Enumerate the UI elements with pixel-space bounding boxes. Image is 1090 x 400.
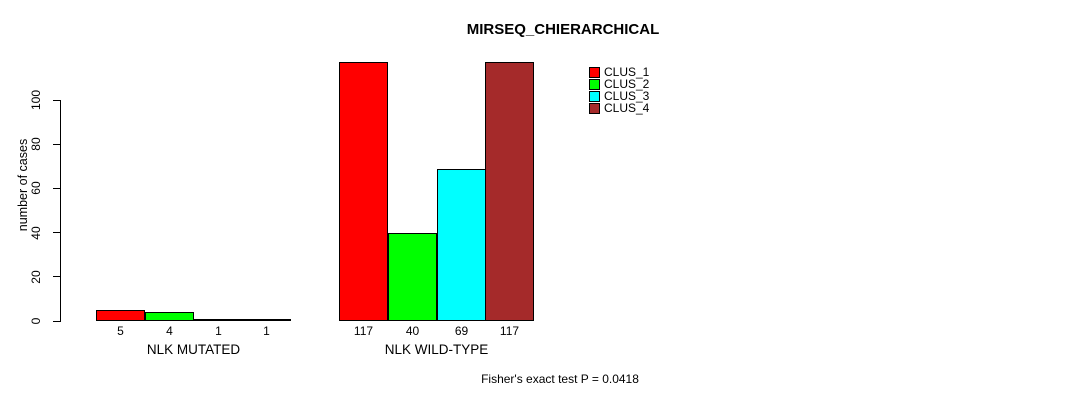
y-tick-label: 100 (29, 89, 43, 111)
bar-value-label: 117 (499, 324, 520, 338)
legend-label: CLUS_3 (604, 89, 650, 103)
legend: CLUS_1 CLUS_2 CLUS_3 CLUS_4 (589, 66, 649, 114)
legend-swatch-clus_1 (589, 66, 600, 78)
bar-clus_1 (339, 62, 388, 321)
chart-title: MIRSEQ_CHIERARCHICAL (466, 21, 660, 38)
bar-clus_2 (388, 233, 437, 321)
bar-clus_3 (194, 319, 243, 321)
bar-clus_4 (485, 62, 534, 321)
x-category-label: NLK MUTATED (146, 342, 241, 357)
bar-clus_1 (96, 310, 145, 321)
legend-row: CLUS_4 (589, 102, 649, 114)
legend-row: CLUS_1 (589, 66, 649, 78)
y-tick-label: 0 (29, 317, 43, 325)
legend-swatch-clus_2 (589, 78, 600, 90)
y-tick (53, 320, 61, 322)
legend-swatch-clus_3 (589, 90, 600, 102)
legend-swatch-clus_4 (589, 102, 600, 114)
legend-label: CLUS_1 (604, 65, 650, 79)
y-tick-label: 40 (29, 225, 43, 240)
y-tick (53, 143, 61, 145)
bar-value-label: 117 (353, 324, 374, 338)
bar-clus_2 (145, 312, 194, 321)
annotation-text: Fisher's exact test P = 0.0418 (481, 372, 639, 386)
bar-value-label: 69 (454, 324, 469, 338)
bar-value-label: 5 (117, 324, 124, 338)
bar-clus_4 (242, 319, 291, 321)
bar-value-label: 40 (405, 324, 420, 338)
legend-row: CLUS_2 (589, 78, 649, 90)
legend-label: CLUS_4 (604, 101, 650, 115)
bar-value-label: 1 (263, 324, 270, 338)
bar-clus_3 (437, 169, 486, 321)
bar-value-label: 4 (166, 324, 173, 338)
y-tick (53, 232, 61, 234)
y-tick-label: 80 (29, 137, 43, 151)
bar-value-label: 1 (215, 324, 222, 338)
y-tick (53, 187, 61, 189)
y-tick-label: 60 (29, 181, 43, 196)
y-axis-label: number of cases (16, 138, 30, 232)
legend-row: CLUS_3 (589, 90, 649, 102)
y-tick (53, 276, 61, 278)
y-tick (53, 99, 61, 101)
y-tick-label: 20 (29, 270, 43, 284)
y-axis-line (60, 100, 61, 322)
legend-label: CLUS_2 (604, 77, 650, 91)
x-category-label: NLK WILD-TYPE (384, 342, 489, 357)
